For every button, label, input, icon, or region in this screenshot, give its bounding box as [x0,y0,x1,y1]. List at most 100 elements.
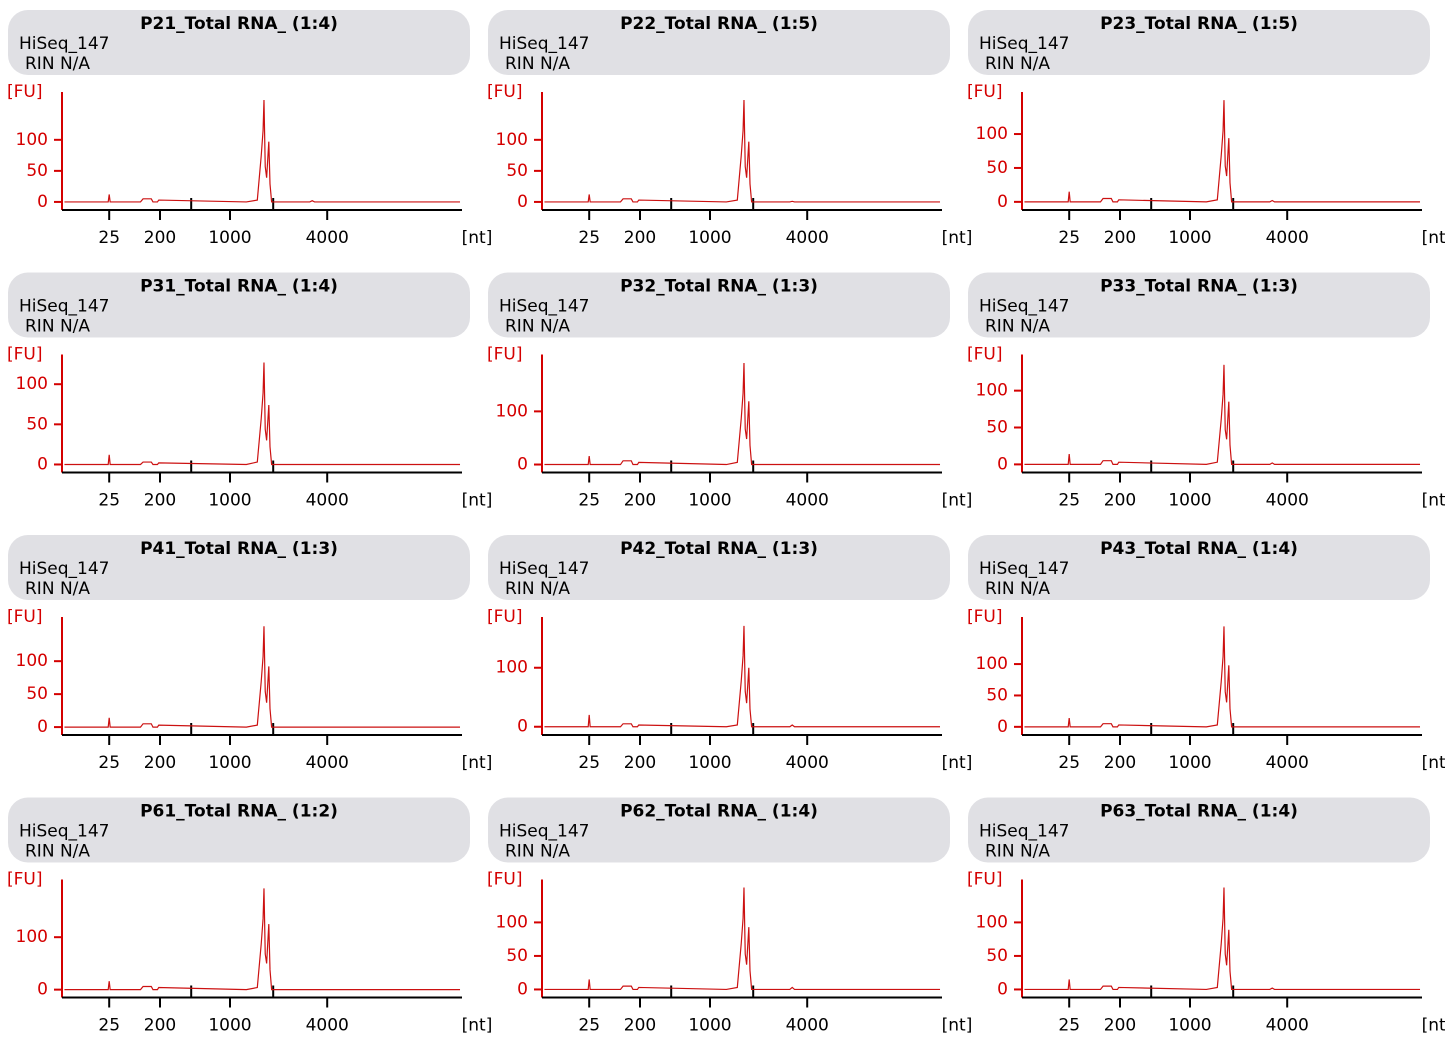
y-axis-label: [FU] [7,870,43,890]
panel-subtitle: RIN N/A [985,579,1050,599]
panel-subtitle: HiSeq_147 [19,297,110,317]
x-axis-label: [nt] [1422,491,1445,511]
y-axis-label: [FU] [967,345,1003,365]
trace-line [544,100,941,203]
panel-title: P23_Total RNA_ (1:5) [1100,14,1298,34]
y-tick-label: 100 [976,381,1008,401]
x-tick-label: 4000 [1266,228,1309,248]
panel-subtitle: HiSeq_147 [499,34,590,54]
y-tick-label: 100 [16,130,48,150]
panel-title: P41_Total RNA_ (1:3) [140,539,338,559]
y-tick-label: 0 [517,717,528,737]
x-tick-label: 1000 [688,1016,731,1036]
y-axis-label: [FU] [487,870,523,890]
y-tick-label: 50 [26,161,48,181]
x-tick-label: 200 [144,1016,176,1036]
x-axis-label: [nt] [942,1016,973,1036]
panel-header [8,535,470,600]
x-tick-label: 1000 [1168,228,1211,248]
x-tick-label: 4000 [1266,753,1309,773]
y-tick-label: 0 [997,454,1008,474]
panel-subtitle: RIN N/A [985,317,1050,337]
x-tick-label: 4000 [1266,1016,1309,1036]
x-tick-label: 1000 [688,753,731,773]
x-axis-label: [nt] [462,753,493,773]
y-axis-label: [FU] [967,82,1003,102]
x-tick-label: 4000 [306,491,349,511]
x-tick-label: 4000 [786,228,829,248]
y-tick-label: 50 [986,946,1008,966]
x-axis-label: [nt] [1422,753,1445,773]
panel-header [968,797,1430,863]
x-tick-label: 4000 [786,753,829,773]
y-tick-label: 0 [517,192,528,212]
y-tick-label: 100 [496,401,528,421]
panel-title: P43_Total RNA_ (1:4) [1100,539,1298,559]
panel-title: P42_Total RNA_ (1:3) [620,539,818,559]
x-tick-label: 25 [1058,228,1080,248]
x-tick-label: 200 [624,1016,656,1036]
panel-title: P63_Total RNA_ (1:4) [1100,802,1298,822]
panel-subtitle: RIN N/A [25,579,90,599]
x-tick-label: 4000 [306,228,349,248]
x-tick-label: 200 [144,228,176,248]
x-tick-label: 4000 [1266,491,1309,511]
panel-header [968,272,1430,338]
y-tick-label: 0 [517,455,528,475]
x-tick-label: 25 [98,228,120,248]
x-tick-label: 200 [624,753,656,773]
y-axis-label: [FU] [967,870,1003,890]
panel-header [488,535,950,600]
panel-subtitle: HiSeq_147 [979,34,1070,54]
x-axis-label: [nt] [942,491,973,511]
y-tick-label: 100 [16,927,48,947]
x-tick-label: 25 [578,753,600,773]
y-axis-label: [FU] [967,607,1003,627]
y-axis-label: [FU] [487,82,523,102]
panel-subtitle: RIN N/A [25,54,90,74]
x-tick-label: 200 [1104,753,1136,773]
x-tick-label: 1000 [208,753,251,773]
y-tick-label: 0 [517,979,528,999]
y-tick-label: 100 [976,654,1008,674]
x-tick-label: 200 [144,491,176,511]
panel-title: P32_Total RNA_ (1:3) [620,277,818,297]
y-axis-label: [FU] [7,82,43,102]
y-axis-label: [FU] [487,345,523,365]
panel-subtitle: HiSeq_147 [19,34,110,54]
trace-line [64,888,461,991]
panel-header [8,10,470,75]
x-tick-label: 4000 [786,491,829,511]
panel-title: P21_Total RNA_ (1:4) [140,14,338,34]
x-tick-label: 25 [98,753,120,773]
x-tick-label: 200 [144,753,176,773]
x-tick-label: 1000 [1168,491,1211,511]
y-tick-label: 50 [26,684,48,704]
panel-header [488,797,950,863]
panel-header [488,10,950,75]
x-tick-label: 1000 [1168,1016,1211,1036]
y-tick-label: 0 [997,979,1008,999]
x-tick-label: 25 [1058,1016,1080,1036]
y-tick-label: 0 [997,717,1008,737]
trace-line [1024,887,1421,991]
panel-subtitle: HiSeq_147 [979,559,1070,579]
panel-subtitle: RIN N/A [505,842,570,862]
x-tick-label: 25 [578,491,600,511]
y-tick-label: 100 [496,912,528,932]
y-axis-label: [FU] [7,345,43,365]
panel-subtitle: RIN N/A [985,842,1050,862]
panel-subtitle: HiSeq_147 [979,822,1070,842]
x-axis-label: [nt] [462,1016,493,1036]
x-tick-label: 200 [1104,491,1136,511]
x-tick-label: 1000 [688,491,731,511]
x-tick-label: 25 [98,491,120,511]
y-tick-label: 0 [997,192,1008,212]
y-tick-label: 100 [976,912,1008,932]
x-tick-label: 200 [1104,228,1136,248]
